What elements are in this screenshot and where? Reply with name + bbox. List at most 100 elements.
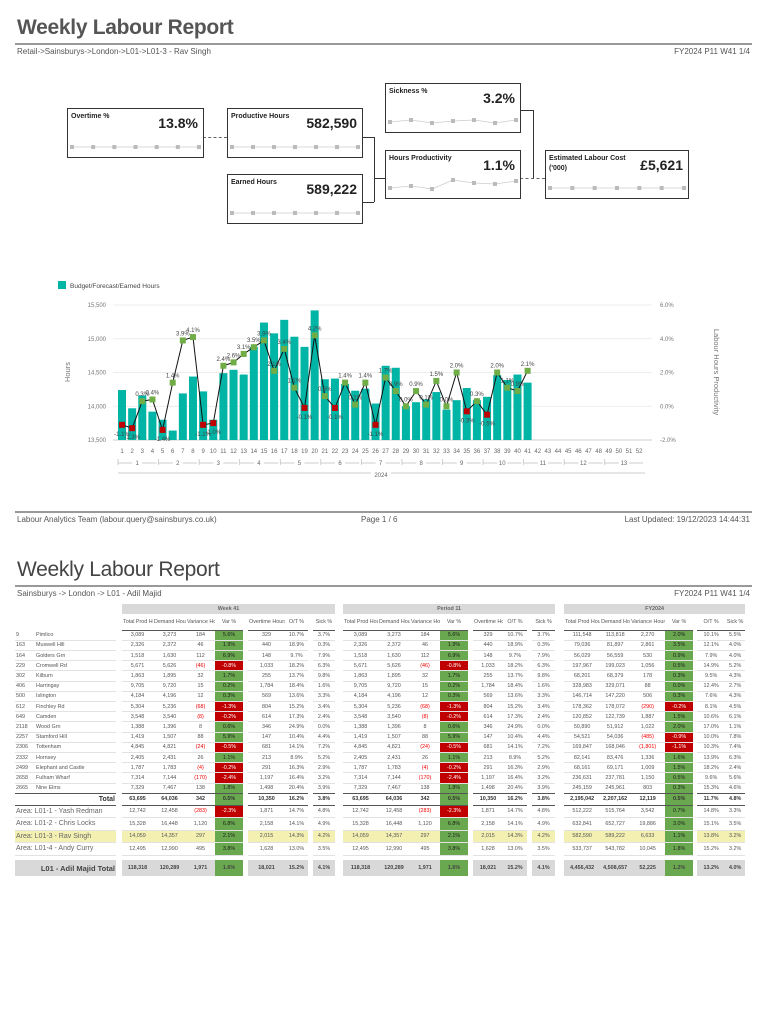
x-tick-label: 26 [372,449,379,455]
cell: 10,350 [248,793,285,806]
sparkline-point [451,119,455,123]
cell: 4.2% [532,830,556,844]
spacer [308,670,313,682]
demand-cell: 7,144 [153,772,186,784]
productivity-marker [524,367,531,374]
cell: 18.2% [697,762,726,774]
var-pct-cell: -2.4% [215,772,243,784]
kpi-sickness[interactable]: Sickness % 3.2% [385,83,521,133]
sparkline-point [682,186,686,190]
store-row[interactable]: 2306 Tottenham 4,845 4,821 (24) -0.5% 681 14.1%… [15,742,746,753]
store-row[interactable]: 229 Cromwell Rd 5,671 5,626 (46) -0.8% 1,033 18… [15,660,746,672]
spacer [243,842,248,856]
spacer [243,640,248,651]
store-row[interactable]: 2257 Stamford Hill 1,419 1,507 88 5.9% 147 10.4… [15,732,746,743]
spacer [308,691,313,702]
store-row[interactable]: 500 Islington 4,184 4,196 12 0.3% 569 13.6% 3.3%… [15,691,746,703]
grand-row[interactable]: L01 - Adil Majid Total 118,318 120,289 1,97… [15,860,746,877]
total-row[interactable]: Total 63,695 64,036 342 0.5% 10,350 16.2% 3.8% 6… [15,793,746,806]
spacer [468,670,473,682]
store-row[interactable]: 163 Muswell Hill 2,326 2,372 46 1.9% 440 18.9% 0… [15,640,746,652]
cell: 16.2% [285,793,308,806]
store-name: Finchley Rd [35,701,116,713]
store-row[interactable]: 406 Harringay 9,705 9,720 15 0.2% 1,784 18.4% 1.… [15,681,746,692]
var-pct-cell: 0.3% [215,691,243,703]
spacer [116,630,122,641]
spacer [693,732,698,743]
store-id: 9 [15,630,35,641]
kpi-overtime[interactable]: Overtime % 13.8% [67,108,204,158]
spacer [693,762,698,773]
store-row[interactable]: 649 Camden 3,548 3,540 (8) -0.2% 614 17.3% 2.4% 3… [15,711,746,723]
spacer [693,701,698,712]
store-row[interactable]: 612 Finchley Rd 5,304 5,236 (68) -1.3% 804 15.2… [15,701,746,713]
cell: 3.5% [313,842,335,856]
x-tick-label: 16 [271,449,278,455]
variance-cell: (283) [186,805,215,819]
store-name: Stamford Hill [35,732,116,743]
store-row[interactable]: 2665 Nine Elms 7,329 7,467 138 1.8% 1,498 20.4%… [15,783,746,794]
store-row[interactable]: 164 Golders Grn 1,518 1,630 112 6.9% 148 9.7% 7.… [15,650,746,662]
cell: 10.7% [285,630,308,641]
variance-cell: 138 [186,783,215,794]
sparkline-point [493,182,497,186]
spacer [555,762,565,773]
store-row[interactable]: 302 Kilburn 1,863 1,895 32 1.7% 255 13.7% 9.8% 1,… [15,670,746,682]
data-label: -0.1% [297,415,313,421]
prod-cell: 1,863 [343,670,378,682]
col-header-demand: Demand Hours [153,614,186,631]
area-row[interactable]: Area: L01-2 - Chris Locks 15,328 16,448 1,1… [15,817,746,831]
demand-cell: 199,023 [600,660,631,672]
prod-cell: 3,548 [122,711,153,723]
store-id: 2306 [15,742,35,753]
cell: 18.4% [285,681,308,692]
area-row[interactable]: Area: L01-4 - Andy Curry 12,495 12,990 495 3… [15,842,746,856]
kpi-productive-hours[interactable]: Productive Hours 582,590 [227,108,363,158]
x-tick-label: 44 [555,449,562,455]
prod-cell: 12,495 [122,842,153,856]
store-id: 163 [15,640,35,652]
cell: 7.9% [313,650,335,662]
demand-cell: 69,171 [600,762,631,774]
store-row[interactable]: 2118 Wood Grn 1,388 1,396 8 0.6% 346 24.9% 0.0% 1… [15,721,746,733]
store-row[interactable]: 2499 Elephant and Castle 1,787 1,783 (4) -0.2… [15,762,746,774]
demand-cell: 2,372 [378,640,410,652]
prod-cell: 63,695 [343,793,378,806]
spacer [243,721,248,733]
store-row[interactable]: 2658 Fulham Wharf 7,314 7,144 (170) -2.4% 1,19… [15,772,746,784]
area-row[interactable]: Area: L01-1 - Yash Redman 12,742 12,458 (28… [15,805,746,819]
period-label: 3 [217,461,221,467]
spacer [243,660,248,671]
cell: 1,197 [248,772,285,784]
productivity-marker [413,388,420,395]
cell: 804 [248,701,285,713]
store-row[interactable]: 9 Pimlico 3,089 3,273 184 5.6% 329 10.7% 3.7% 3,0… [15,630,746,641]
store-row[interactable]: 2332 Hornsey 2,405 2,431 26 1.1% 213 8.9% 5.2% 2,… [15,752,746,764]
y-tick-label: 14,000 [88,404,107,410]
var-pct-cell: 5.6% [440,630,468,641]
col-header-otp: O/T % [285,614,308,631]
page-title: Weekly Labour Report [17,558,220,581]
kpi-labour-cost[interactable]: Estimated Labour Cost ('000) £5,621 [545,150,689,199]
variance-cell: 506 [630,691,666,703]
x-tick-label: 27 [382,449,389,455]
kpi-earned-hours[interactable]: Earned Hours 589,222 [227,174,363,224]
area-row[interactable]: Area: L01-3 - Rav Singh 14,059 14,357 297 2.… [15,830,746,844]
sparkline-point [154,145,159,149]
demand-cell: 3,540 [378,711,410,723]
cell: 4.5% [725,701,746,713]
cell: 255 [248,670,285,682]
kpi-hours-productivity[interactable]: Hours Productivity 1.1% [385,150,521,199]
sparkline-point [637,186,642,190]
connector [520,178,545,179]
row-label: Area: L01-3 - Rav Singh [15,830,116,844]
cell: 291 [248,762,285,774]
variance-cell: 10,045 [630,842,666,856]
spacer [527,732,532,743]
spacer [116,793,122,806]
data-label: -0.3% [459,418,475,424]
spacer [527,614,532,631]
spacer [308,842,313,856]
bar-week-17 [280,319,289,440]
spacer [468,614,473,631]
